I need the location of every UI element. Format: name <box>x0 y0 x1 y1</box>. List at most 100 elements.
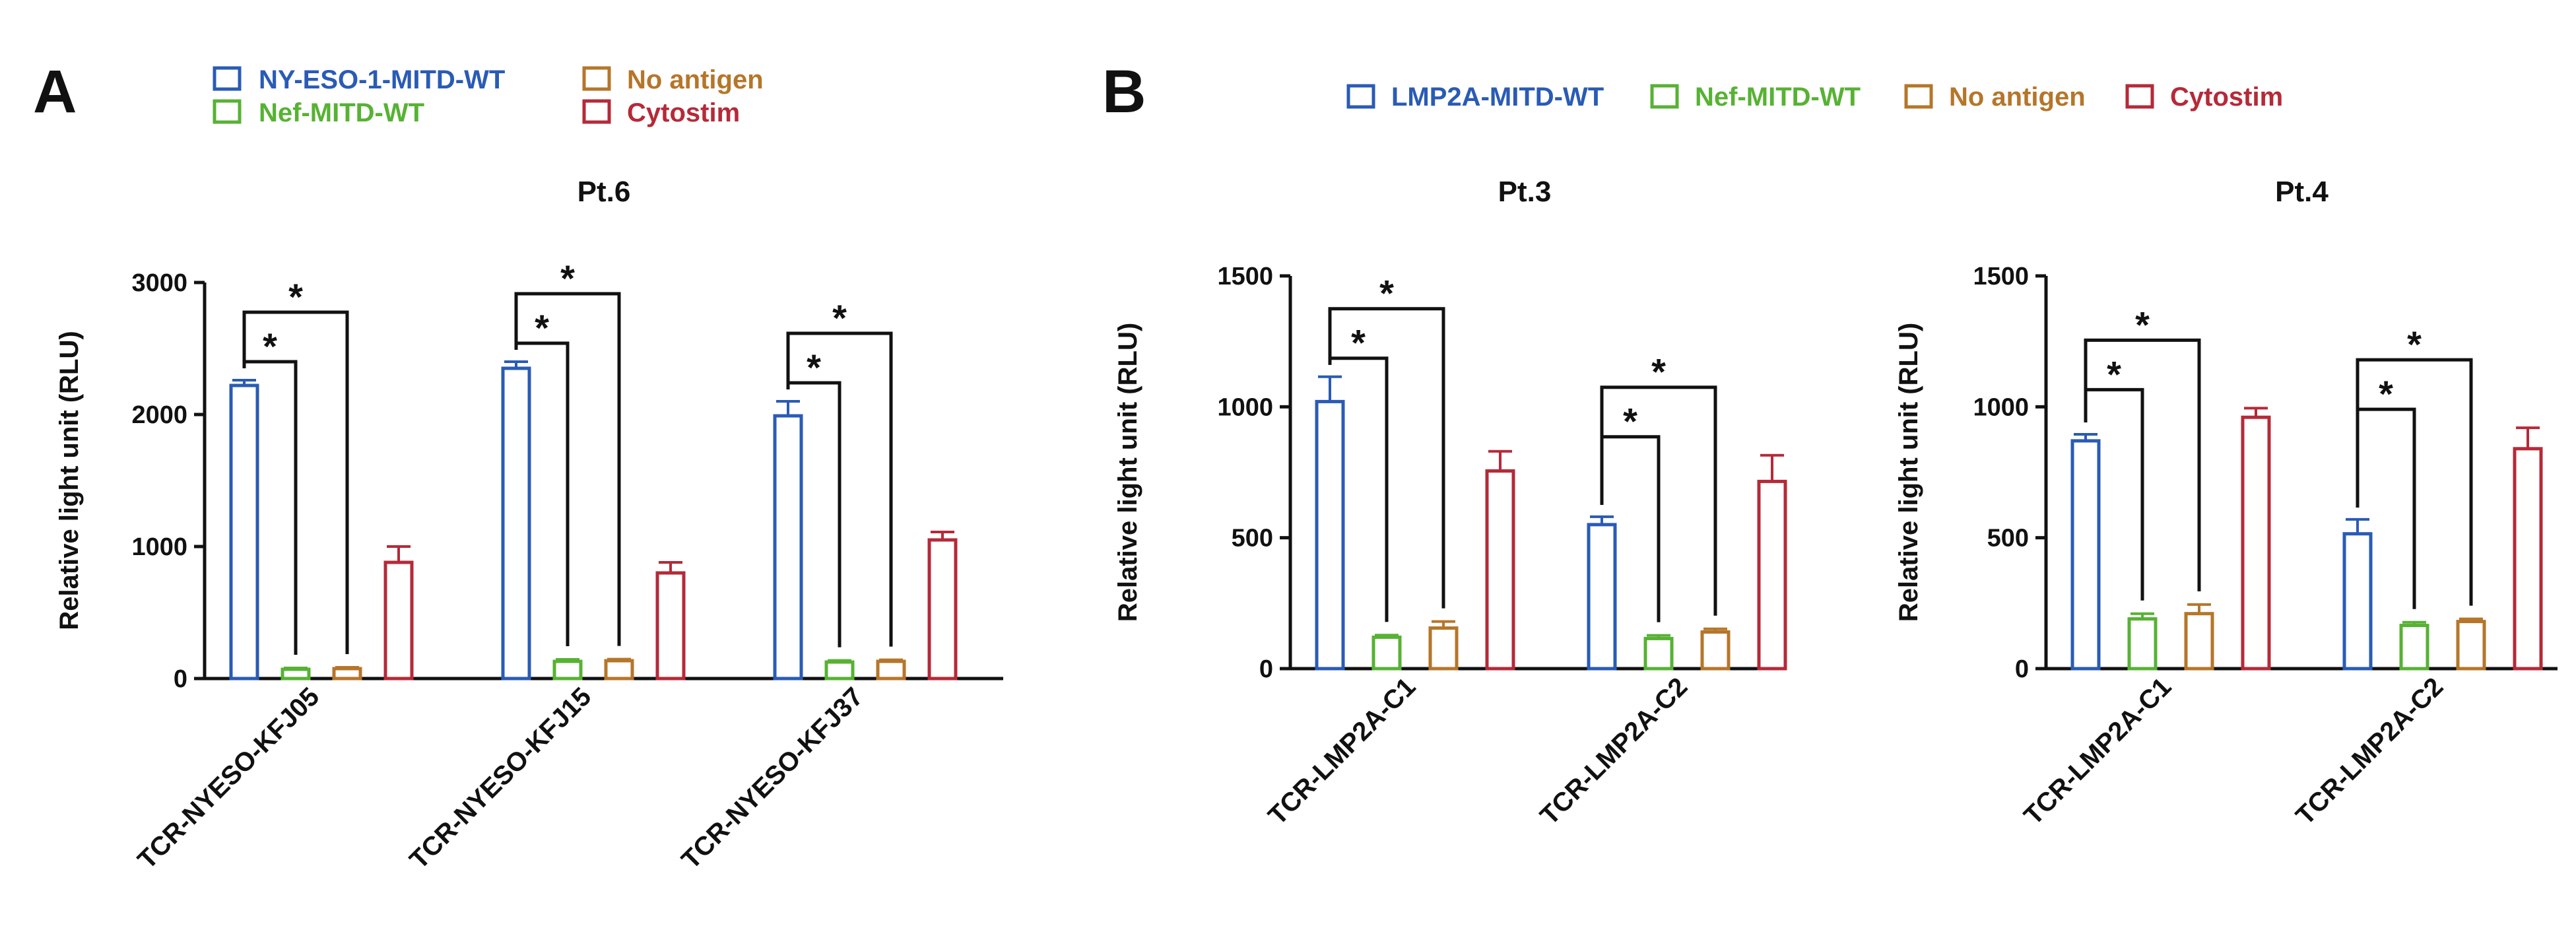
y-tick-label: 500 <box>1987 525 2029 552</box>
significance-label: * <box>1379 273 1394 314</box>
y-tick-label: 500 <box>1232 525 1273 552</box>
significance-label: * <box>832 297 847 339</box>
bar <box>2513 447 2543 671</box>
bar <box>2241 415 2271 671</box>
legend-label: Cytostim <box>2170 83 2283 112</box>
legend-label: No antigen <box>1949 83 2086 112</box>
significance-label: * <box>560 257 575 299</box>
significance-label: * <box>288 276 303 317</box>
legend-swatch <box>2125 84 2154 109</box>
y-tick-label: 1000 <box>1973 393 2029 421</box>
chart-title: Pt.4 <box>2275 176 2328 208</box>
legend-swatch <box>213 66 242 91</box>
panel-letter-a: A <box>33 58 77 125</box>
bar <box>655 571 686 681</box>
significance-label: * <box>1651 351 1666 393</box>
y-axis-label: Relative light unit (RLU) <box>1113 323 1142 622</box>
legend-b-item: LMP2A-MITD-WT <box>1346 83 1604 112</box>
panel-letter-b: B <box>1102 58 1146 125</box>
significance-label: * <box>1351 322 1366 364</box>
bar <box>1643 636 1674 671</box>
category-label: TCR-LMP2A-C2 <box>1535 672 1693 830</box>
legend-label: No antigen <box>627 65 764 94</box>
legend-label: Nef-MITD-WT <box>259 98 424 127</box>
bar <box>1757 479 1787 671</box>
legend-a-item: Cytostim <box>582 98 740 127</box>
bar <box>229 383 259 681</box>
legend-label: Cytostim <box>627 98 740 127</box>
bar <box>552 659 583 681</box>
bar <box>604 659 634 681</box>
bar <box>824 660 855 681</box>
significance-label: * <box>2407 323 2422 365</box>
legend-swatch <box>1650 84 1679 109</box>
y-tick-label: 1000 <box>131 533 187 561</box>
category-label: TCR-LMP2A-C1 <box>2018 672 2177 830</box>
significance-bracket <box>514 292 621 646</box>
legend-label: NY-ESO-1-MITD-WT <box>259 65 505 94</box>
y-tick-label: 0 <box>1259 655 1273 683</box>
significance-bracket <box>786 331 893 647</box>
y-axis-label: Relative light unit (RLU) <box>55 331 84 630</box>
bar <box>773 414 803 681</box>
legend-swatch <box>1904 84 1933 109</box>
significance-bracket <box>2084 338 2201 591</box>
category-label: TCR-NYESO-KFJ37 <box>676 682 869 875</box>
bar <box>1485 469 1515 671</box>
bar <box>876 659 906 681</box>
y-axis-label: Relative light unit (RLU) <box>1894 323 1923 622</box>
chart-title: Pt.6 <box>578 176 631 208</box>
chart-pt6: Pt.6 Relative light unit (RLU) 0 1000 2000 30… <box>55 176 1003 875</box>
significance-label: * <box>263 325 277 367</box>
legend-b-item: No antigen <box>1904 83 2086 112</box>
bar <box>2127 617 2158 671</box>
category-label: TCR-LMP2A-C1 <box>1263 672 1421 830</box>
bar <box>1371 635 1402 671</box>
significance-bracket <box>242 310 349 654</box>
legend-b: LMP2A-MITD-WT Nef-MITD-WT No antigen Cyt… <box>1346 83 2283 112</box>
y-tick-label: 1500 <box>1973 263 2029 290</box>
significance-label: * <box>807 347 821 388</box>
bar <box>2456 620 2486 671</box>
significance-label: * <box>2107 353 2121 395</box>
bar <box>1700 630 1731 671</box>
significance-label: * <box>535 307 549 349</box>
significance-bracket <box>2356 358 2473 606</box>
significance-label: * <box>1623 401 1637 442</box>
bar <box>501 366 531 681</box>
legend-a-item: NY-ESO-1-MITD-WT <box>213 65 505 94</box>
y-tick-label: 1000 <box>1217 393 1273 421</box>
y-tick-label: 0 <box>174 665 187 693</box>
y-tick-label: 2000 <box>131 401 187 429</box>
legend-swatch <box>213 99 242 124</box>
chart-pt3: Pt.3 Relative light unit (RLU) 0 500 1000 150… <box>1113 176 1787 830</box>
bar <box>1315 399 1345 671</box>
significance-label: * <box>2379 373 2393 415</box>
legend-a-item: No antigen <box>582 65 764 94</box>
chart-title: Pt.3 <box>1498 176 1552 208</box>
legend-swatch <box>1346 84 1375 109</box>
legend-label: LMP2A-MITD-WT <box>1391 83 1604 112</box>
significance-label: * <box>2135 304 2150 345</box>
legend-b-item: Cytostim <box>2125 83 2283 112</box>
bar <box>383 560 414 681</box>
bar <box>2342 532 2373 671</box>
bar <box>1428 626 1459 671</box>
significance-bracket <box>1600 385 1717 616</box>
y-tick-label: 3000 <box>131 269 187 297</box>
significance-bracket <box>1328 307 1445 609</box>
bar <box>2070 439 2101 671</box>
bar <box>927 538 958 681</box>
bar <box>332 667 362 681</box>
category-label: TCR-NYESO-KFJ15 <box>404 682 597 875</box>
legend-swatch <box>582 99 611 124</box>
chart-pt4: Pt.4 Relative light unit (RLU) 0 500 1000 150… <box>1894 176 2558 830</box>
bar <box>2184 612 2214 671</box>
legend-b-item: Nef-MITD-WT <box>1650 83 1861 112</box>
bar <box>1587 523 1617 671</box>
category-label: TCR-NYESO-KFJ05 <box>132 682 325 875</box>
y-tick-label: 1500 <box>1217 263 1273 290</box>
legend-label: Nef-MITD-WT <box>1695 83 1861 112</box>
bar <box>2399 624 2429 671</box>
